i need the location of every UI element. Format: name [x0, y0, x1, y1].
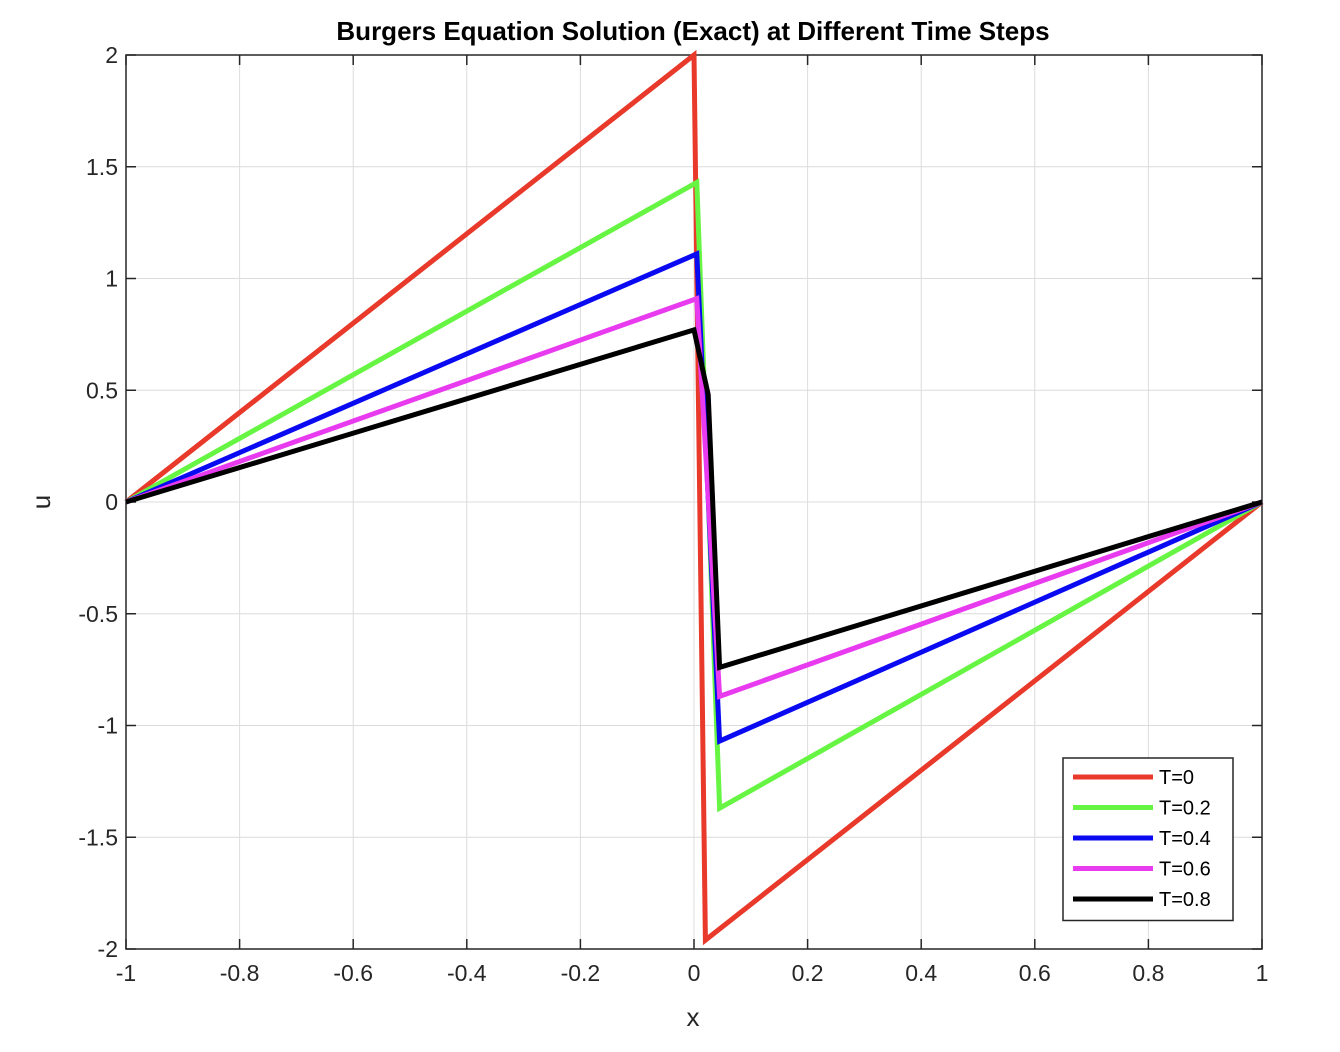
series-line-t-0-8: [125, 326, 1263, 671]
y-axis-ticks: -2 -1.5 -1 -0.5 0 0.5 1 1.5 2: [78, 42, 1262, 962]
y-tick-label: 2: [105, 42, 118, 68]
y-tick-label: 1: [105, 266, 118, 292]
y-tick-label: 1.5: [86, 154, 118, 180]
series-lines: [124, 49, 1264, 946]
x-tick-label: 0.2: [792, 960, 824, 986]
y-tick-label: -0.5: [78, 601, 118, 627]
series-line-t-0-6: [125, 295, 1263, 700]
y-tick-label: 0: [105, 489, 118, 515]
legend-label: T=0: [1159, 767, 1194, 789]
legend: T=0 T=0.2 T=0.4 T=0.6 T=0.8: [1062, 757, 1234, 922]
y-tick-label: -1.5: [78, 824, 118, 850]
legend-label: T=0.6: [1159, 859, 1211, 881]
y-tick-label: -1: [98, 713, 118, 739]
x-tick-label: 0.6: [1019, 960, 1051, 986]
x-tick-label: -1: [116, 960, 136, 986]
x-tick-label: -0.6: [333, 960, 373, 986]
chart-title: Burgers Equation Solution (Exact) at Dif…: [336, 16, 1049, 46]
legend-label: T=0.4: [1159, 828, 1211, 850]
x-tick-label: 0.4: [905, 960, 937, 986]
x-tick-label: -0.8: [220, 960, 260, 986]
legend-label: T=0.2: [1159, 798, 1211, 820]
x-tick-label: -0.4: [447, 960, 487, 986]
x-tick-label: 1: [1256, 960, 1269, 986]
y-tick-label: 0.5: [86, 377, 118, 403]
x-tick-label: 0: [688, 960, 701, 986]
x-tick-label: -0.2: [561, 960, 601, 986]
x-axis-ticks: -1 -0.8 -0.6 -0.4 -0.2 0 0.2 0.4 0.6 0.8 1: [116, 55, 1269, 986]
y-axis-label: u: [26, 495, 56, 509]
x-axis-label: x: [687, 1002, 700, 1032]
x-tick-label: 0.8: [1132, 960, 1164, 986]
series-line-t-0: [124, 49, 1264, 946]
y-tick-label: -2: [98, 936, 118, 962]
legend-label: T=0.8: [1159, 889, 1211, 911]
